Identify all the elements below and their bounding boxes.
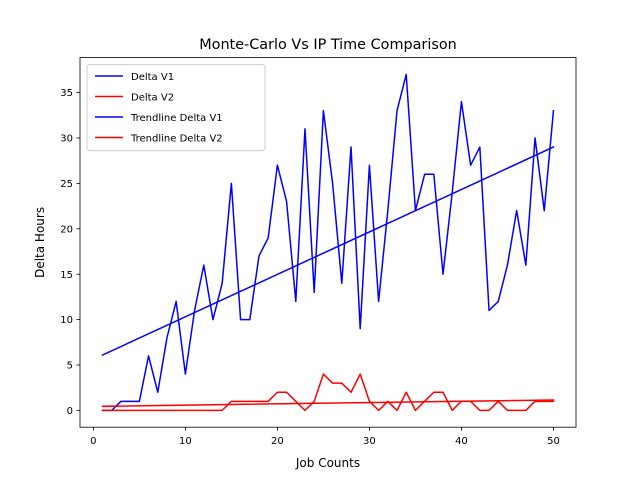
x-tick-label: 20 <box>271 436 284 447</box>
x-axis-ticks: 0 10 20 30 40 50 <box>90 427 560 447</box>
y-axis-ticks: 0 5 10 15 20 25 30 35 <box>60 88 80 417</box>
legend-items: Delta V1 Delta V2 Trendline Delta V1 Trendl… <box>95 72 223 144</box>
x-tick-label: 10 <box>179 436 192 447</box>
legend-label: Trendline Delta V1 <box>130 113 223 124</box>
series-line-trendline-delta-v1 <box>101 146 555 357</box>
y-tick-label: 15 <box>60 270 73 281</box>
legend-label: Trendline Delta V2 <box>130 133 223 144</box>
y-tick-label: 5 <box>67 361 73 372</box>
series-line-trendline-delta-v2 <box>101 399 555 408</box>
y-tick-label: 0 <box>67 406 73 417</box>
legend-label: Delta V1 <box>131 72 174 83</box>
series-line-delta-v2 <box>101 373 555 412</box>
y-tick-label: 20 <box>60 224 73 235</box>
x-axis-label: Job Counts <box>295 456 360 470</box>
y-tick-label: 10 <box>60 315 73 326</box>
y-tick-label: 30 <box>60 134 73 145</box>
y-tick-label: 35 <box>60 88 73 99</box>
legend-label: Delta V2 <box>131 92 174 103</box>
legend: Delta V1 Delta V2 Trendline Delta V1 Trendl… <box>86 64 266 152</box>
x-tick-label: 0 <box>90 436 96 447</box>
series-layer <box>101 73 555 412</box>
y-axis-label: Delta Hours <box>33 207 47 278</box>
x-tick-label: 30 <box>363 436 376 447</box>
y-tick-label: 25 <box>60 179 73 190</box>
plot-frame <box>79 57 577 428</box>
x-tick-label: 50 <box>547 436 560 447</box>
legend-box <box>86 64 266 152</box>
series-line-delta-v1 <box>101 73 555 412</box>
x-tick-label: 40 <box>455 436 468 447</box>
chart-title: Monte-Carlo Vs IP Time Comparison <box>199 37 457 53</box>
